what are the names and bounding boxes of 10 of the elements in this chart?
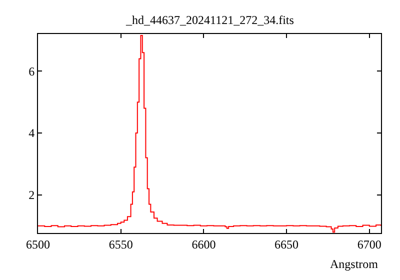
y-tick-label: 6 bbox=[28, 64, 35, 78]
x-tick-label: 6650 bbox=[274, 237, 299, 252]
x-tick-label: 6550 bbox=[108, 237, 133, 252]
x-axis-title: Angstrom bbox=[330, 257, 379, 271]
y-tick-label: 4 bbox=[28, 126, 35, 140]
x-tick-label: 6500 bbox=[26, 237, 50, 252]
x-tick-label: 6700 bbox=[357, 237, 382, 252]
x-tick-label: 6600 bbox=[192, 237, 216, 252]
chart-title: _hd_44637_20241121_272_34.fits bbox=[125, 12, 294, 27]
y-tick-label: 2 bbox=[28, 188, 35, 202]
